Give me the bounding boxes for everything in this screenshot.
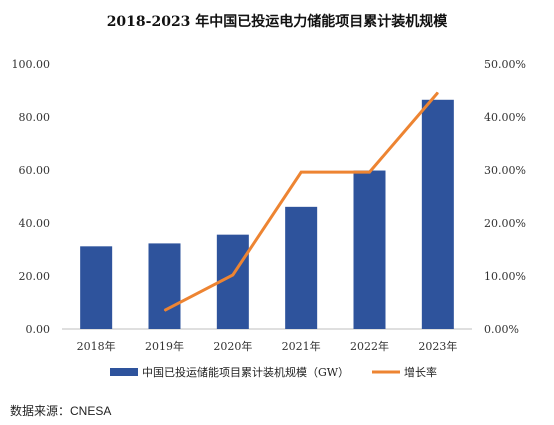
x-tick-label: 2020年 [213,339,252,353]
legend-bar-label: 中国已投运储能项目累计装机规模（GW） [142,365,349,379]
growth-line-series [163,91,439,312]
bar [421,99,454,330]
line-point [300,171,302,173]
x-tick-label: 2022年 [350,339,389,353]
legend-bar-swatch [110,368,138,376]
x-tick-label: 2021年 [282,339,321,353]
y-left-tick-label: 80.00 [19,111,51,124]
y-left-tick-label: 60.00 [19,164,51,177]
data-source-note: 数据来源：CNESA [10,404,112,418]
bar [148,243,181,329]
line-point [164,309,165,311]
x-tick-label: 2019年 [145,339,184,353]
y-left-tick-label: 40.00 [19,217,51,230]
chart-legend: 中国已投运储能项目累计装机规模（GW） 增长率 [110,365,437,379]
chart-axes: 0.00 20.00 40.00 60.00 80.00 100.00 0.00% 10.00… [12,58,526,353]
chart-title: 2018-2023 年中国已投运电力储能项目累计装机规模 [107,13,449,30]
line-point [369,171,370,173]
y-left-tick-label: 0.00 [26,323,51,336]
y-left-tick-label: 100.00 [12,58,51,71]
y-right-tick-label: 0.00% [484,323,519,336]
y-right-tick-label: 40.00% [484,111,526,124]
y-right-tick-label: 50.00% [484,58,526,71]
y-right-tick-label: 30.00% [484,164,526,177]
line-point [437,92,439,94]
x-tick-label: 2018年 [77,339,116,353]
y-right-tick-label: 10.00% [484,270,526,283]
bar [285,206,318,329]
y-right-tick-label: 20.00% [484,217,526,230]
bar [353,170,386,329]
bar-series [80,99,454,330]
x-tick-label: 2023年 [418,339,457,353]
legend-line-label: 增长率 [404,365,437,379]
line-point [232,274,234,276]
bar [80,246,113,329]
y-left-tick-label: 20.00 [19,270,51,283]
